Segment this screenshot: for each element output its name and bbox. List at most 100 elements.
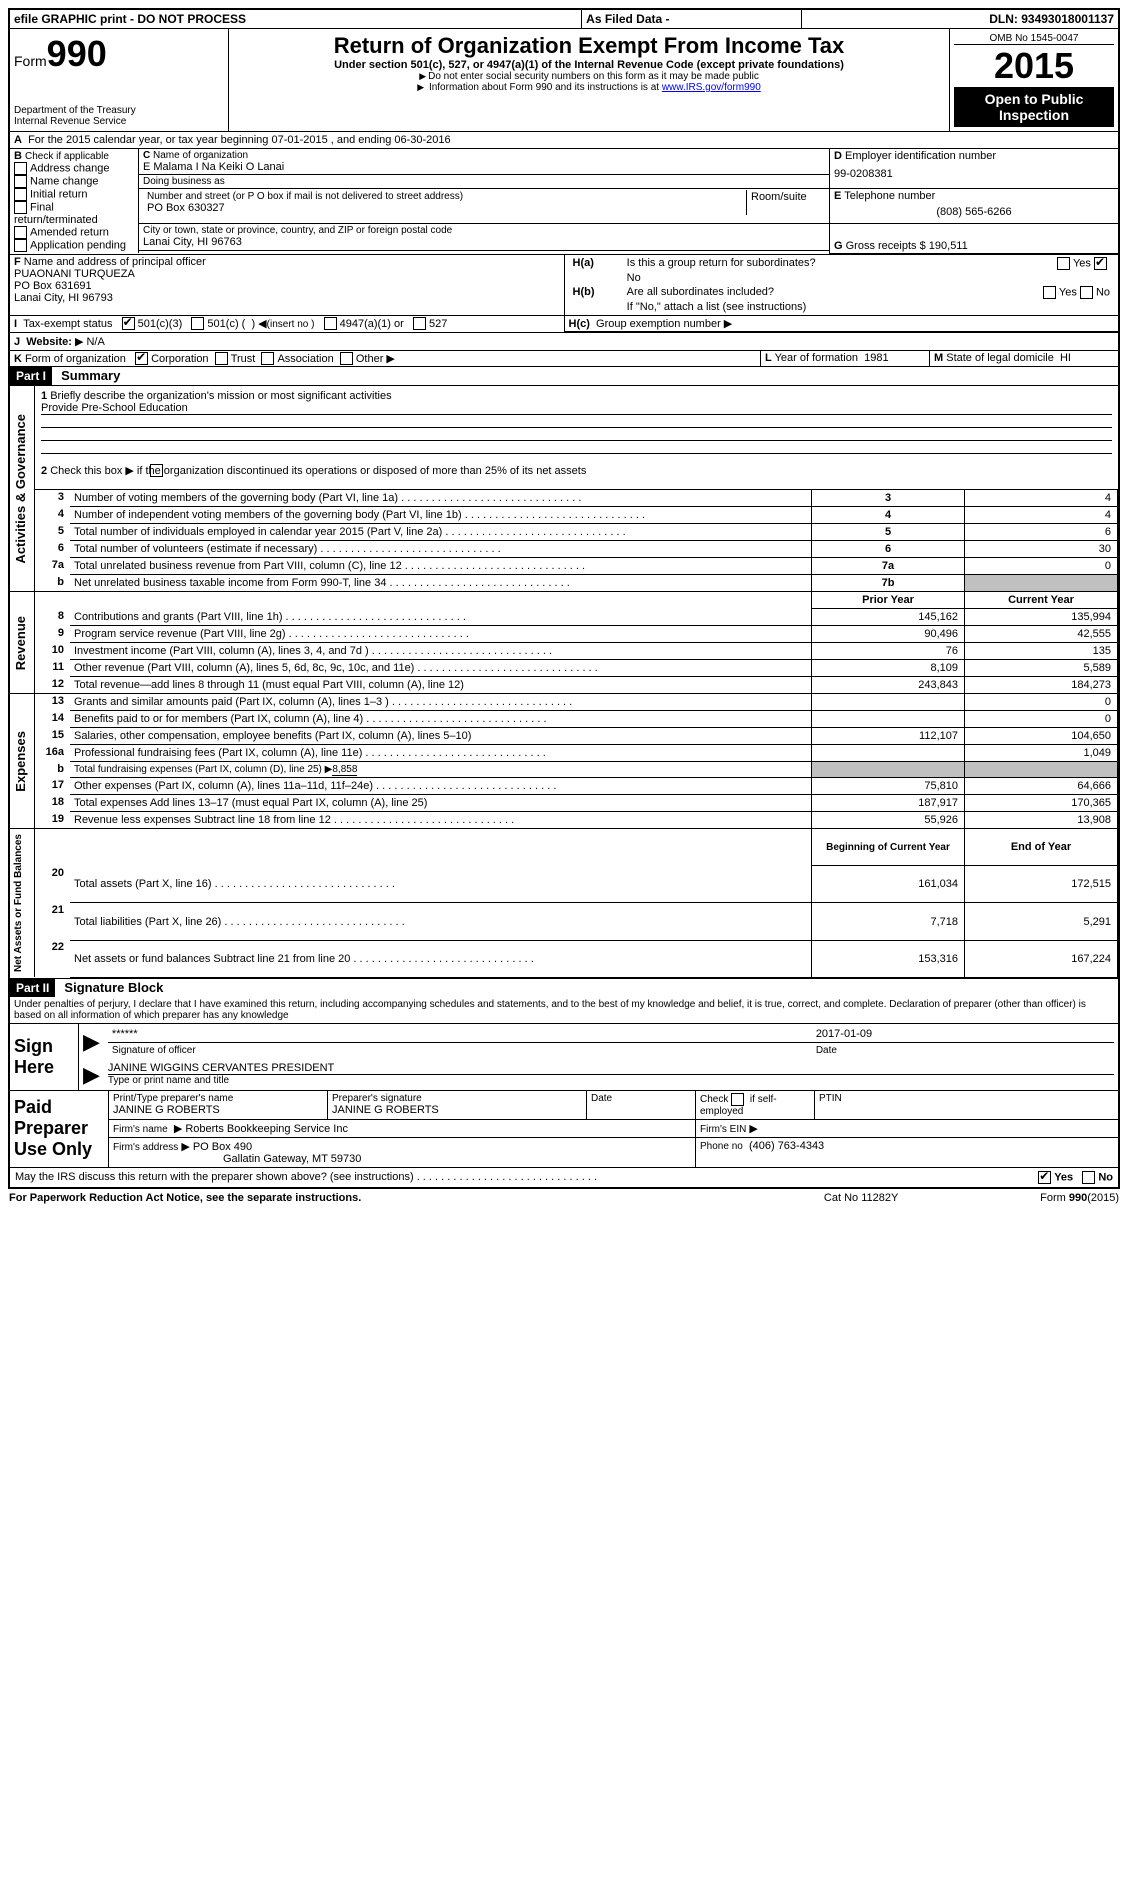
sig-officer-label: Signature of officer	[108, 1042, 812, 1058]
part2-hdr: Part II	[10, 979, 55, 997]
part1-title: Summary	[55, 368, 120, 383]
row-7b: b Net unrelated business taxable income …	[10, 575, 1118, 592]
e-label: Telephone number	[844, 190, 935, 202]
dept-treasury: Department of the Treasury	[14, 105, 224, 116]
mission: Provide Pre-School Education	[41, 402, 1112, 415]
row-16a: 16aProfessional fundraising fees (Part I…	[10, 745, 1118, 762]
state-domicile: HI	[1060, 352, 1071, 364]
cb-discontinued[interactable]	[150, 464, 163, 477]
cat-no: Cat No 11282Y	[778, 1191, 944, 1205]
ptin-label: PTIN	[815, 1091, 1119, 1120]
hb-no[interactable]	[1080, 286, 1093, 299]
city-label: City or town, state or province, country…	[143, 225, 825, 236]
efile-notice: efile GRAPHIC print - DO NOT PROCESS	[10, 10, 582, 29]
q1-label: Briefly describe the organization's miss…	[50, 390, 391, 402]
row-3: 3 Number of voting members of the govern…	[10, 490, 1118, 507]
cb-final-return[interactable]: Final return/terminated	[14, 201, 134, 226]
firm-name: Roberts Bookkeeping Service Inc	[185, 1123, 348, 1135]
row-4: 4 Number of independent voting members o…	[10, 507, 1118, 524]
website: N/A	[86, 336, 104, 348]
cb-trust[interactable]	[215, 352, 228, 365]
cb-501c[interactable]	[191, 317, 204, 330]
officer-name: PUAONANI TURQUEZA	[14, 268, 135, 280]
cb-discuss-yes[interactable]	[1038, 1171, 1051, 1184]
form-990: efile GRAPHIC print - DO NOT PROCESS As …	[8, 8, 1120, 1189]
cb-501c3[interactable]	[122, 317, 135, 330]
j-label: Website:	[26, 336, 72, 348]
end-year-hdr: End of Year	[965, 829, 1118, 866]
cb-corp[interactable]	[135, 352, 148, 365]
vlabel-netassets: Net Assets or Fund Balances	[11, 830, 26, 976]
perjury-statement: Under penalties of perjury, I declare th…	[9, 997, 1119, 1024]
form-title: Return of Organization Exempt From Incom…	[233, 33, 945, 59]
officer-print-name: JANINE WIGGINS CERVANTES PRESIDENT	[108, 1062, 1114, 1075]
tax-year: 2015	[954, 45, 1114, 87]
row-18: 18Total expenses Add lines 13–17 (must e…	[10, 795, 1118, 812]
b-label: Check if applicable	[25, 151, 109, 162]
cb-527[interactable]	[413, 317, 426, 330]
paid-preparer-label: Paid Preparer Use Only	[10, 1091, 109, 1167]
row-19: 19Revenue less expenses Subtract line 18…	[10, 812, 1118, 829]
officer-addr1: PO Box 631691	[14, 280, 92, 292]
row-14: 14Benefits paid to or for members (Part …	[10, 711, 1118, 728]
c-name-label: Name of organization	[153, 150, 248, 161]
vlabel-governance: Activities & Governance	[11, 410, 30, 568]
cb-name-change[interactable]: Name change	[14, 175, 134, 188]
type-name-label: Type or print name and title	[108, 1075, 1114, 1086]
cb-assoc[interactable]	[261, 352, 274, 365]
hc-label: Group exemption number	[596, 318, 721, 330]
firm-addr1: PO Box 490	[193, 1141, 252, 1153]
part1-hdr: Part I	[10, 367, 52, 385]
omb: OMB No 1545-0047	[954, 33, 1114, 45]
date-label: Date	[812, 1042, 1114, 1058]
f-label: Name and address of principal officer	[24, 256, 206, 268]
cb-address-change[interactable]: Address change	[14, 162, 134, 175]
vlabel-revenue: Revenue	[11, 612, 30, 674]
i-label: Tax-exempt status	[23, 318, 112, 330]
form-number: Form990	[14, 33, 224, 75]
org-name: E Malama I Na Keiki O Lanai	[143, 161, 825, 173]
telephone: (808) 565-6266	[834, 202, 1114, 222]
ha-yes[interactable]	[1057, 257, 1070, 270]
cb-initial-return[interactable]: Initial return	[14, 188, 134, 201]
cb-amended[interactable]: Amended return	[14, 226, 134, 239]
ha-no[interactable]	[1094, 257, 1107, 270]
cb-self-employed[interactable]	[731, 1093, 744, 1106]
row-15: 15Salaries, other compensation, employee…	[10, 728, 1118, 745]
row-21: 21Total liabilities (Part X, line 26)7,7…	[10, 903, 1118, 940]
k-label: Form of organization	[25, 353, 126, 365]
row-20: 20Total assets (Part X, line 16)161,0341…	[10, 866, 1118, 903]
prior-year-hdr: Prior Year	[812, 592, 965, 609]
cb-discuss-no[interactable]	[1082, 1171, 1095, 1184]
line-a: For the 2015 calendar year, or tax year …	[28, 134, 451, 146]
cb-4947[interactable]	[324, 317, 337, 330]
gross-receipts: 190,511	[929, 240, 968, 252]
ha-label: Is this a group return for subordinates?	[623, 256, 979, 271]
cb-other[interactable]	[340, 352, 353, 365]
vlabel-expenses: Expenses	[11, 727, 30, 796]
row-10: 10Investment income (Part VIII, column (…	[10, 643, 1118, 660]
firm-phone: (406) 763-4343	[749, 1140, 824, 1152]
note-ssn: Do not enter social security numbers on …	[233, 71, 945, 82]
officer-addr2: Lanai City, HI 96793	[14, 292, 113, 304]
firm-addr2: Gallatin Gateway, MT 59730	[113, 1153, 361, 1165]
d-label: Employer identification number	[845, 150, 996, 162]
part2-title: Signature Block	[58, 980, 163, 995]
cb-app-pending[interactable]: Application pending	[14, 239, 134, 252]
q2-label: Check this box ▶ if the organization dis…	[50, 465, 586, 477]
city-state-zip: Lanai City, HI 96763	[143, 236, 825, 248]
prep-sig-label: Preparer's signature	[332, 1093, 582, 1104]
ein: 99-0208381	[834, 162, 1114, 186]
begin-year-hdr: Beginning of Current Year	[812, 829, 965, 866]
row-22: 22Net assets or fund balances Subtract l…	[10, 940, 1118, 977]
m-label: State of legal domicile	[946, 352, 1054, 364]
footer-form-no: 990	[1069, 1192, 1087, 1204]
discuss-label: May the IRS discuss this return with the…	[15, 1171, 414, 1183]
prep-date-label: Date	[587, 1091, 696, 1120]
row-16b: bTotal fundraising expenses (Part IX, co…	[10, 762, 1118, 778]
hb-yes[interactable]	[1043, 286, 1056, 299]
top-bar: efile GRAPHIC print - DO NOT PROCESS As …	[10, 10, 1118, 29]
street-address: PO Box 630327	[147, 202, 742, 214]
irs-label: Internal Revenue Service	[14, 116, 224, 127]
instructions-link[interactable]: www.IRS.gov/form990	[662, 82, 761, 93]
